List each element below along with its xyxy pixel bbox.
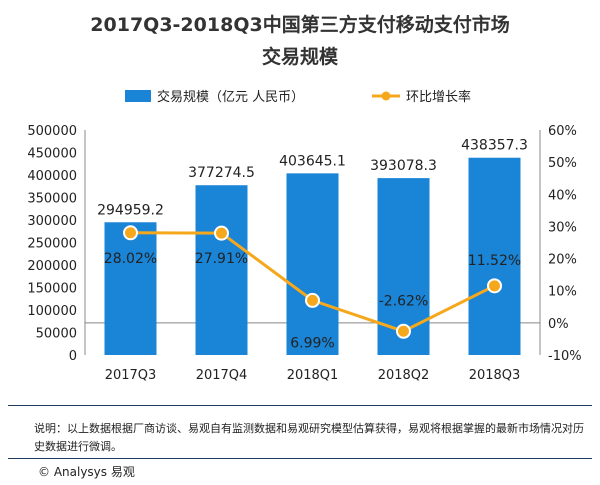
x-tick-label: 2017Q4 <box>196 368 248 383</box>
y-right-tick-label: 60% <box>548 124 577 139</box>
y-left-tick-label: 200000 <box>27 259 77 274</box>
line-point <box>214 225 229 241</box>
line-point <box>305 292 320 308</box>
y-left-tick-label: 300000 <box>27 214 77 229</box>
y-left-tick-label: 500000 <box>27 124 77 139</box>
y-left-tick-label: 50000 <box>36 327 77 342</box>
y-left-tick-label: 350000 <box>27 192 77 207</box>
x-tick-label: 2017Q3 <box>105 368 157 383</box>
bottom-divider <box>8 458 592 459</box>
x-tick-label: 2018Q1 <box>287 368 339 383</box>
line-value-label: 28.02% <box>104 251 157 267</box>
bar <box>104 222 157 355</box>
bar-value-label: 438357.3 <box>461 138 528 154</box>
line-point <box>487 278 502 294</box>
y-right-tick-label: 30% <box>548 220 577 235</box>
legend-line-label: 环比增长率 <box>406 89 471 105</box>
bar-value-label: 393078.3 <box>370 158 437 174</box>
combo-chart: 交易规模（亿元 人民币） 环比增长率 0 50000 100000 150000 20000… <box>27 89 582 383</box>
y-right-tick-label: 0% <box>548 317 569 332</box>
y-left-tick-label: 100000 <box>27 304 77 319</box>
chart-title-line-1: 2017Q3-2018Q3中国第三方支付移动支付市场 <box>90 14 510 36</box>
y-right-tick-label: 10% <box>548 285 577 300</box>
line-value-label: -2.62% <box>379 293 429 309</box>
y-left-tick-label: 250000 <box>27 237 77 252</box>
bar-value-label: 403645.1 <box>279 153 346 169</box>
line-point <box>123 225 138 241</box>
line-point <box>396 323 411 339</box>
y-left-tick-label: 150000 <box>27 282 77 297</box>
line-value-label: 6.99% <box>290 335 334 351</box>
y-left-tick-label: 450000 <box>27 147 77 162</box>
legend-bar-label: 交易规模（亿元 人民币） <box>157 89 304 105</box>
bar-value-label: 377274.5 <box>188 165 255 181</box>
line-value-label: 27.91% <box>195 251 248 267</box>
legend-bar-swatch <box>125 90 151 102</box>
y-right-tick-label: 50% <box>548 156 577 171</box>
y-right-tick-label: 40% <box>548 188 577 203</box>
x-tick-label: 2018Q2 <box>378 368 430 383</box>
x-tick-label: 2018Q3 <box>469 368 521 383</box>
top-divider <box>8 405 592 406</box>
bar <box>286 173 339 355</box>
y-left-tick-label: 0 <box>69 349 77 364</box>
legend-line-marker <box>381 91 391 101</box>
line-value-label: 11.52% <box>468 253 521 269</box>
y-right-tick-label: 20% <box>548 253 577 268</box>
footnote: 说明：以上数据根据厂商访谈、易观自有监测数据和易观研究模型估算获得，易观将根据掌… <box>34 422 584 453</box>
bar-value-label: 294959.2 <box>97 202 164 218</box>
source-credit: © Analysys 易观 <box>38 465 135 479</box>
bar <box>468 157 521 355</box>
chart-title-line-2: 交易规模 <box>261 46 338 68</box>
y-left-tick-label: 400000 <box>27 169 77 184</box>
bar <box>195 185 248 355</box>
y-right-tick-label: -10% <box>548 349 582 364</box>
